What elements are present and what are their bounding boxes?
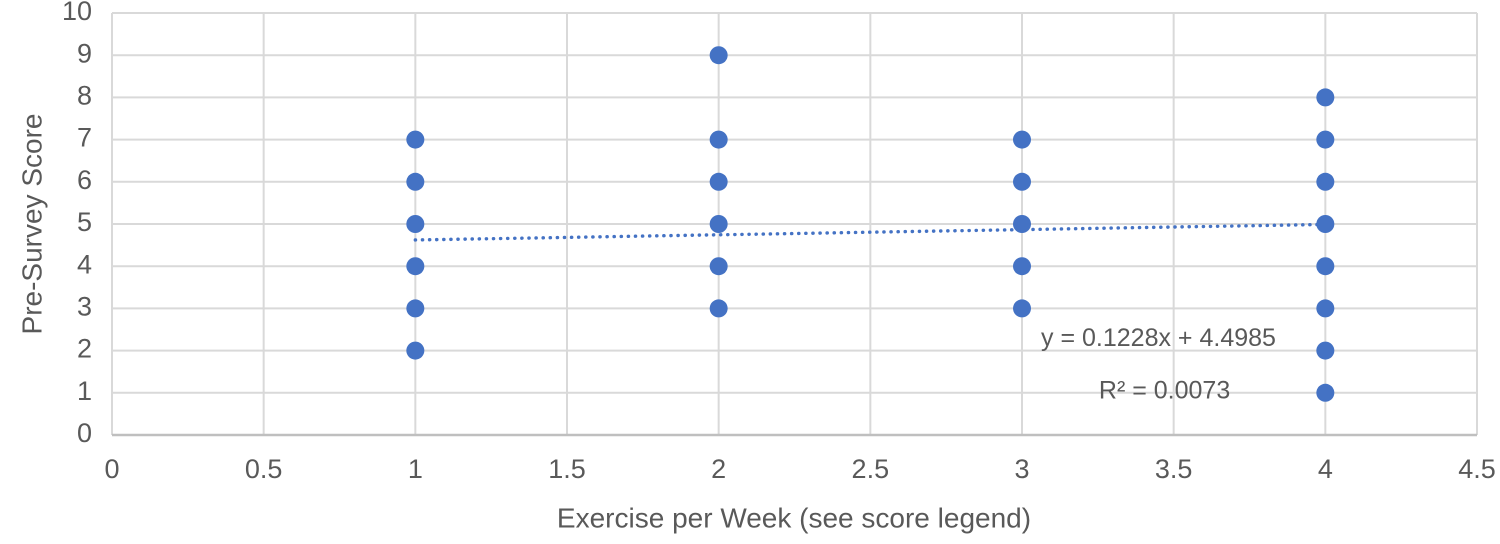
data-point [1013,172,1031,191]
data-point [406,341,425,360]
y-tick-label: 9 [77,38,92,68]
data-point [1316,88,1335,107]
y-tick-label: 0 [77,418,92,448]
y-tick-label: 3 [77,292,92,322]
x-tick-label: 3 [1014,454,1029,484]
trendline-equation-label: y = 0.1228x + 4.4985 [1041,324,1276,352]
data-point [1316,341,1335,360]
y-tick-label: 4 [77,249,92,279]
data-point [406,257,425,276]
x-tick-label: 4.5 [1458,454,1496,484]
y-tick-label: 1 [77,376,92,406]
data-point [709,257,728,276]
x-tick-label: 3.5 [1155,454,1193,484]
x-tick-label: 1.5 [548,454,586,484]
data-point [709,130,728,149]
data-point [1013,130,1031,149]
data-point [1013,257,1031,276]
data-point [1316,215,1335,233]
data-point [406,299,425,318]
trendline-r2-label: R² = 0.0073 [1099,377,1230,405]
data-point [709,172,728,191]
chart-generated-layer: 0 1 2 3 4 5 6 7 8 9 10 0 0.5 1 1.5 2 2.5 3 3.5 4 4.5 [62,0,1496,484]
y-tick-label: 5 [77,207,92,237]
data-point [1013,215,1031,233]
y-tick-label: 2 [77,334,92,364]
y-tick-label: 6 [77,165,92,195]
data-point [1316,257,1335,276]
data-point [709,215,728,233]
y-tick-label: 8 [77,81,92,111]
data-point [1316,172,1335,191]
data-point [1013,299,1031,318]
data-point [1316,383,1335,402]
y-axis-title: Pre-Survey Score [16,114,47,335]
x-tick-label: 4 [1318,454,1333,484]
data-point [709,46,728,65]
data-point [709,299,728,318]
x-tick-label: 0 [104,454,119,484]
data-point [1316,299,1335,318]
x-tick-label: 1 [408,454,423,484]
x-tick-label: 0.5 [245,454,283,484]
y-tick-label: 7 [77,123,92,153]
data-point [1316,130,1335,149]
data-point [406,130,425,149]
x-tick-label: 2.5 [852,454,890,484]
data-point [406,215,425,233]
y-tick-label: 10 [62,0,92,26]
x-tick-label: 2 [711,454,726,484]
trendline [413,222,1328,242]
data-point [406,172,425,191]
x-axis-title: Exercise per Week (see score legend) [557,502,1031,533]
